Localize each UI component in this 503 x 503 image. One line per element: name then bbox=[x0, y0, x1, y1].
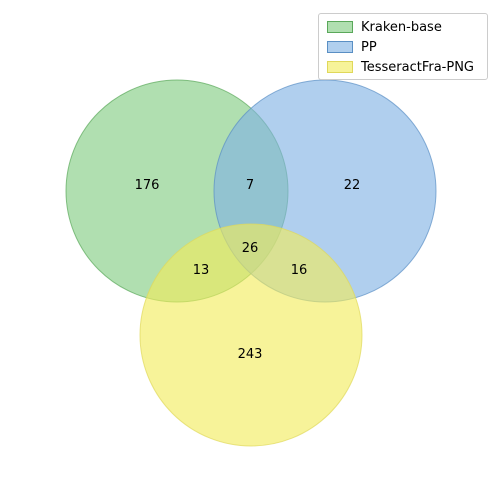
legend-swatch-tesseractfra-png bbox=[327, 61, 353, 73]
region-label-only-tesseract: 243 bbox=[238, 347, 263, 362]
region-label-kraken-tesseract: 13 bbox=[193, 263, 210, 278]
legend-swatch-kraken-base bbox=[327, 21, 353, 33]
legend-label: TesseractFra-PNG bbox=[361, 59, 475, 75]
legend: Kraken-base PP TesseractFra-PNG bbox=[318, 13, 488, 80]
legend-swatch-pp bbox=[327, 41, 353, 53]
legend-label: Kraken-base bbox=[361, 19, 442, 35]
legend-entry-kraken-base: Kraken-base bbox=[327, 17, 479, 37]
region-label-kraken-pp: 7 bbox=[246, 178, 254, 193]
region-label-only-kraken: 176 bbox=[135, 178, 160, 193]
region-label-pp-tesseract: 16 bbox=[291, 263, 308, 278]
legend-entry-tesseractfra-png: TesseractFra-PNG bbox=[327, 57, 479, 77]
region-label-all-three: 26 bbox=[242, 241, 259, 256]
legend-entry-pp: PP bbox=[327, 37, 479, 57]
legend-label: PP bbox=[361, 39, 377, 55]
set-circle-tesseractfra-png bbox=[139, 223, 363, 447]
region-label-only-pp: 22 bbox=[344, 178, 361, 193]
